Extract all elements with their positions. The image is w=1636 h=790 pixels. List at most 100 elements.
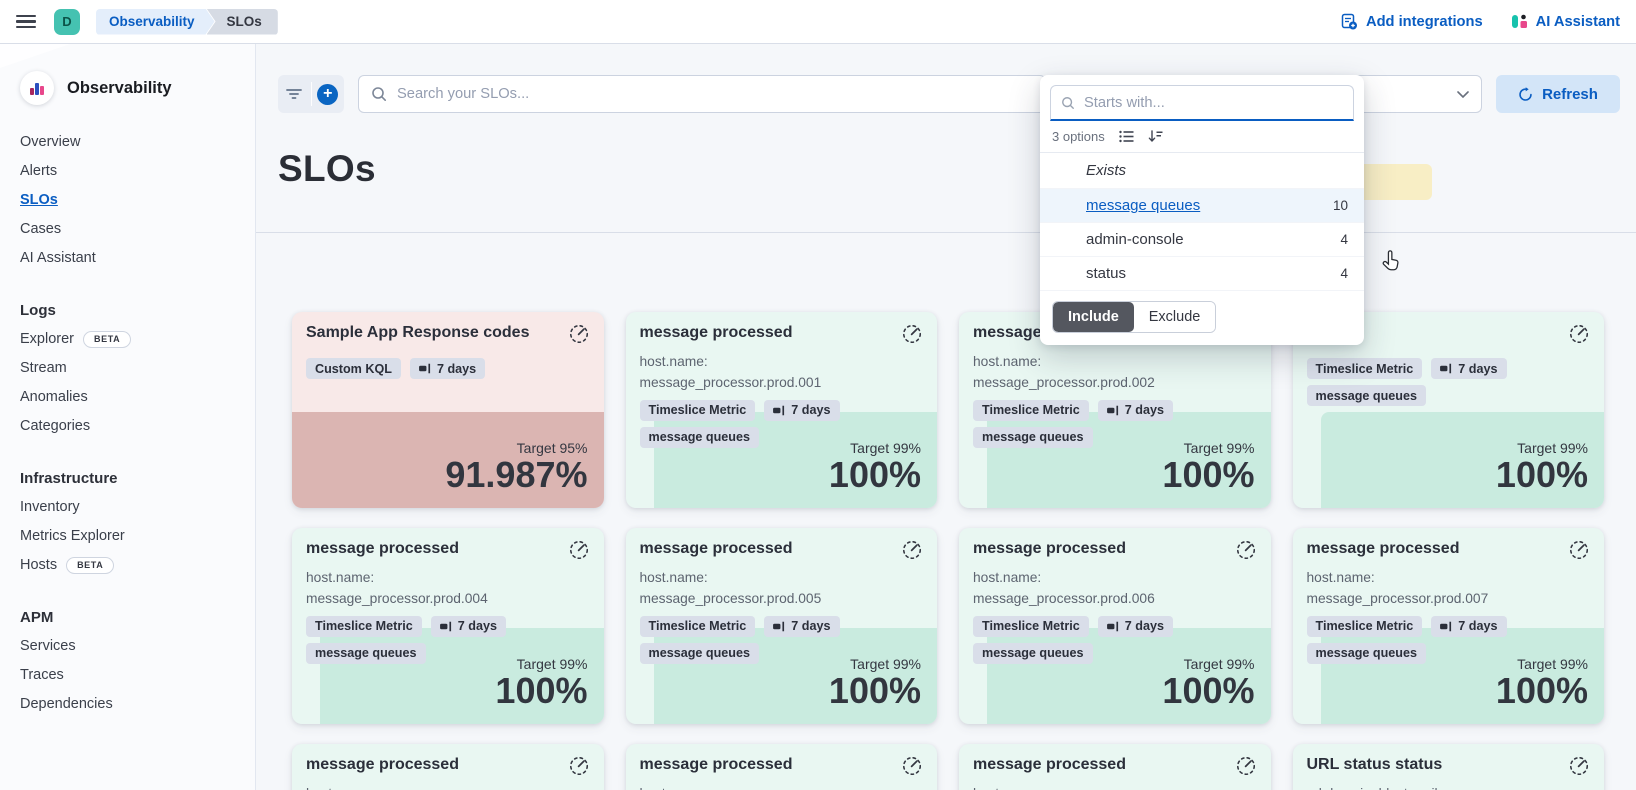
sidebar-item-alerts[interactable]: Alerts <box>20 163 58 179</box>
slo-card-subtitle: message_processor.prod.002 <box>973 374 1155 390</box>
slo-target: Target 99% <box>1183 440 1255 457</box>
sidebar-item-hosts[interactable]: Hosts BETA <box>20 551 255 580</box>
sidebar-section-infrastructure: Infrastructure <box>20 470 118 487</box>
slo-card-subtitle: host.name: <box>306 785 590 790</box>
slo-card-subtitle: message_processor.prod.001 <box>639 374 822 390</box>
sidebar-item-traces[interactable]: Traces <box>20 667 64 683</box>
slo-value: 91.987% <box>445 454 588 496</box>
sidebar-item-stream[interactable]: Stream <box>20 360 67 376</box>
slo-badge: Timeslice Metric <box>639 615 756 637</box>
include-button[interactable]: Include <box>1053 302 1134 332</box>
slo-card-title: URL status status <box>1306 756 1443 773</box>
refresh-button[interactable]: Refresh <box>1496 75 1620 113</box>
slo-card-subtitle: message_processor.prod.005 <box>639 590 822 606</box>
slo-search[interactable] <box>358 75 1046 113</box>
sidebar-section-apm: APM <box>20 609 54 626</box>
slo-card[interactable]: message processed host.name: message_proce… <box>625 312 937 508</box>
slo-card-subtitle: host.name: <box>973 354 1042 369</box>
time-window-icon <box>1440 363 1453 374</box>
slo-badge: Timeslice Metric <box>973 399 1089 421</box>
slo-badge: 7 days <box>1431 615 1507 637</box>
slo-metric-fill <box>292 411 604 508</box>
breadcrumb-slos[interactable]: SLOs <box>206 8 278 35</box>
slo-tag-badge: message queues <box>306 642 426 664</box>
slo-tag-badge: message queues <box>973 642 1093 664</box>
gauge-icon <box>901 755 923 782</box>
search-input[interactable] <box>397 86 1033 102</box>
slo-target: Target 99% <box>1517 440 1588 457</box>
slo-card[interactable]: Sample App Response codes Custom KQL 7 day… <box>292 312 604 508</box>
exclude-button[interactable]: Exclude <box>1133 302 1216 332</box>
sort-order-icon[interactable] <box>1148 130 1163 143</box>
ai-assistant-button[interactable]: AI Assistant <box>1511 13 1620 30</box>
top-bar: D Observability SLOs Add integrations AI… <box>0 0 1636 44</box>
create-slo-button[interactable]: + <box>312 75 345 113</box>
slo-card-subtitle: host.name: <box>1306 570 1375 585</box>
gauge-icon <box>1235 755 1257 782</box>
menu-icon[interactable] <box>16 14 36 29</box>
time-window-icon <box>1106 621 1120 632</box>
tag-option-status[interactable]: status 4 <box>1040 257 1364 291</box>
list-view-icon[interactable] <box>1119 130 1134 143</box>
slo-tag-badge: message queues <box>973 426 1093 448</box>
space-avatar[interactable]: D <box>54 8 80 35</box>
time-window-icon <box>1440 621 1453 632</box>
time-window-icon <box>419 363 432 374</box>
slo-badge: 7 days <box>1097 399 1173 421</box>
refresh-icon <box>1519 86 1532 101</box>
time-window-icon <box>773 405 786 416</box>
slo-value: 100% <box>1162 670 1255 712</box>
gauge-icon <box>901 323 923 350</box>
tags-popup-search[interactable] <box>1050 85 1354 121</box>
slo-tag-badge: message queues <box>1306 642 1427 664</box>
tags-popup-search-input[interactable] <box>1084 94 1343 111</box>
sidebar-item-ai-assistant[interactable]: AI Assistant <box>20 250 96 266</box>
sidebar-item-metrics-explorer[interactable]: Metrics Explorer <box>20 528 125 544</box>
slo-badge: 7 days <box>1431 358 1507 379</box>
sidebar-item-slos[interactable]: SLOs <box>20 192 58 208</box>
slo-card[interactable]: message processed host.name: message_proce… <box>625 528 937 724</box>
page-title: SLOs <box>278 148 376 189</box>
slo-card[interactable]: message processed host.name: <box>625 744 937 790</box>
slo-metric-fill <box>1320 411 1604 508</box>
sidebar-item-inventory[interactable]: Inventory <box>20 499 80 515</box>
add-integrations-button[interactable]: Add integrations <box>1341 13 1483 30</box>
tag-option-message-queues[interactable]: message queues 10 <box>1040 189 1364 223</box>
slo-card[interactable]: message processed host.name: message_proce… <box>292 528 604 724</box>
slo-target: Target 99% <box>850 440 921 457</box>
sidebar-item-dependencies[interactable]: Dependencies <box>20 696 113 712</box>
sidebar-item-services[interactable]: Services <box>20 638 76 654</box>
slo-card-title: message processed <box>639 324 793 341</box>
chevron-down-icon <box>1457 76 1481 112</box>
sidebar-item-overview[interactable]: Overview <box>20 134 81 150</box>
sidebar-item-anomalies[interactable]: Anomalies <box>20 389 88 405</box>
sidebar-item-explorer[interactable]: Explorer BETA <box>20 325 255 354</box>
tag-option-admin-console[interactable]: admin-console 4 <box>1040 223 1364 257</box>
slo-badge: Timeslice Metric <box>639 399 756 421</box>
plus-icon: + <box>317 83 339 105</box>
slo-tag-badge: message queues <box>1306 385 1427 406</box>
sidebar-item-categories[interactable]: Categories <box>20 418 91 434</box>
slo-card-subtitle: message_processor.prod.004 <box>306 590 488 606</box>
slo-target: Target 99% <box>516 656 588 673</box>
slo-card[interactable]: message processed host.name: message_proce… <box>959 528 1271 724</box>
slo-card[interactable]: message processed host.name: <box>292 744 604 790</box>
slo-card[interactable]: message processed host.name: message_proce… <box>1292 528 1604 724</box>
slo-card-subtitle: url.domain: blast-mail.co <box>1307 785 1591 790</box>
slo-card-subtitle: message_processor.prod.006 <box>973 590 1155 606</box>
beta-badge: BETA <box>83 331 132 348</box>
sidebar-item-cases[interactable]: Cases <box>20 221 62 237</box>
slo-card-subtitle: host.name: <box>306 570 375 585</box>
breadcrumb-observability[interactable]: Observability <box>96 9 215 35</box>
slo-card-title: message processed <box>639 756 793 773</box>
main-content: + Status All Tags All Refresh SLOs <box>256 44 1636 790</box>
gauge-icon <box>568 755 590 782</box>
slo-card[interactable]: message processed host.name: <box>959 744 1271 790</box>
content-divider <box>256 232 1636 233</box>
slo-card-title: message processed <box>973 540 1126 557</box>
sidebar-section-logs: Logs <box>20 302 56 319</box>
slo-card[interactable]: URL status status url.domain: blast-mail.… <box>1292 744 1604 790</box>
sidebar: Observability Overview Alerts SLOs Cases AI … <box>0 44 256 790</box>
filter-button[interactable] <box>278 75 311 113</box>
slo-value: 100% <box>1495 670 1588 712</box>
